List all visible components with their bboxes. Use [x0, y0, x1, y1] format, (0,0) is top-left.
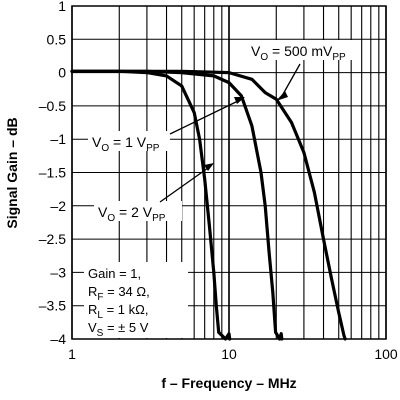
annotation-2vpp-arrow-line: [159, 167, 209, 203]
series-line-1vpp: [70, 69, 284, 341]
x-tick-labels: 1 10 100: [68, 346, 398, 362]
y-tick-label: –1: [50, 131, 66, 147]
annotation-1vpp: VO = 1 VPP: [92, 134, 160, 154]
annotation-1vpp-bg: [88, 131, 170, 151]
y-tick-label: –4: [50, 331, 66, 347]
y-tick-label: –2.5: [39, 231, 66, 247]
condition-rf: RF = 34 Ω,: [88, 284, 150, 303]
y-tick-label: 0: [58, 65, 66, 81]
series-group: [70, 69, 347, 341]
annotation-2vpp: VO = 2 VPP: [98, 204, 166, 224]
y-tick-label: –3: [50, 264, 66, 280]
y-tick-label: 1: [58, 0, 66, 14]
annotation-2vpp-arrowhead: [204, 163, 214, 171]
condition-gain: Gain = 1,: [88, 266, 141, 281]
series-line-500mvpp: [70, 69, 347, 341]
annotation-500mvpp-arrowhead: [276, 91, 288, 101]
conditions-box: [84, 262, 188, 338]
y-tick-label: –0.5: [39, 98, 66, 114]
x-tick-label: 100: [374, 346, 398, 362]
annotation-500mvpp-arrow-line: [281, 63, 301, 97]
annotation-1vpp-arrow-line: [169, 100, 239, 135]
x-tick-label: 10: [221, 346, 237, 362]
annotation-2vpp-bg: [94, 201, 182, 221]
condition-vs: VS = ± 5 V: [88, 320, 149, 339]
condition-rl: RL = 1 kΩ,: [88, 302, 148, 321]
y-axis-title: Signal Gain – dB: [4, 117, 20, 228]
annotation-1vpp-arrowhead: [234, 97, 245, 104]
y-tick-label: –2: [50, 198, 66, 214]
y-tick-label: 0.5: [47, 31, 67, 47]
annotation-500mvpp-bg: [249, 40, 353, 60]
annotation-500mvpp: VO = 500 mVPP: [251, 43, 346, 63]
x-axis-title: f – Frequency – MHz: [161, 375, 296, 391]
y-tick-label: –1.5: [39, 165, 66, 181]
y-tick-labels: 1 0.5 0 –0.5 –1 –1.5 –2 –2.5 –3 –3.5 –4: [39, 0, 66, 347]
x-tick-label: 1: [68, 346, 76, 362]
series-line-2vpp: [70, 69, 232, 341]
grid: [71, 5, 387, 340]
y-tick-label: –3.5: [39, 298, 66, 314]
